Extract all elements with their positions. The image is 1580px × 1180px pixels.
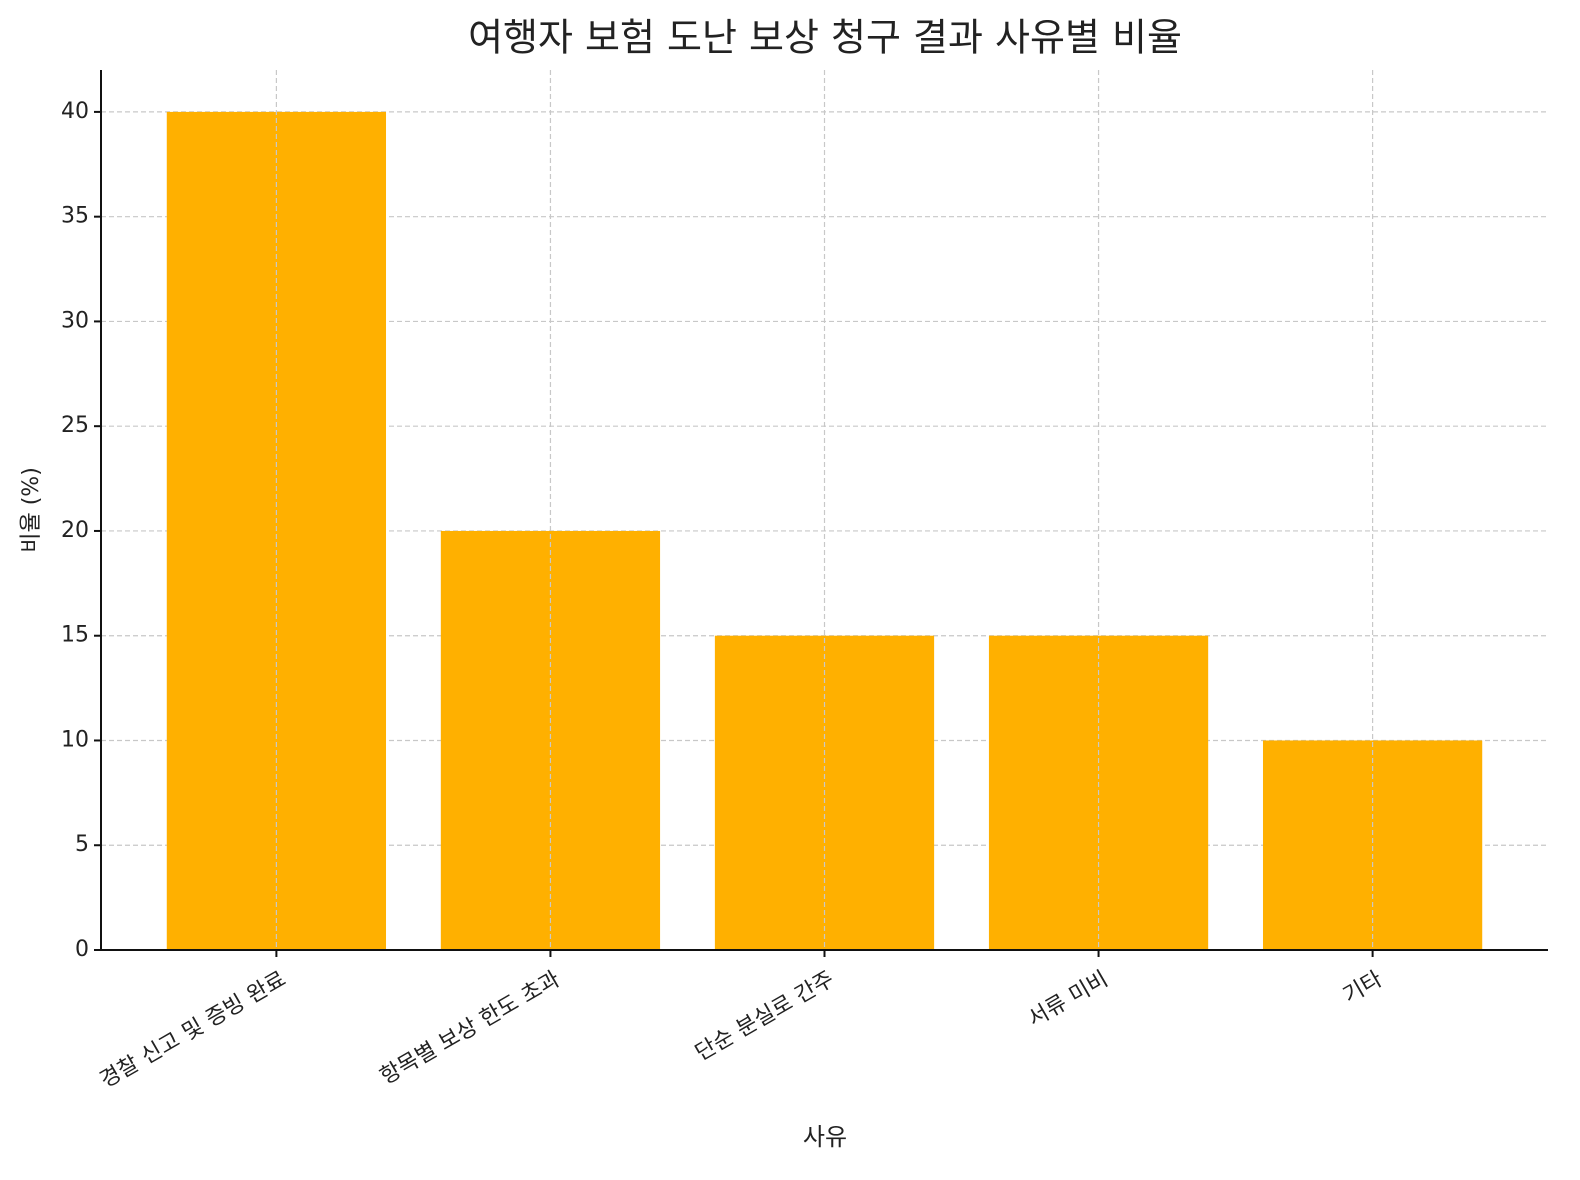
y-tick-label: 35 bbox=[61, 204, 89, 229]
y-axis-label: 비율 (%) bbox=[19, 467, 44, 553]
x-tick-label: 단순 분실로 간주 bbox=[691, 967, 838, 1066]
y-tick-label: 40 bbox=[61, 99, 89, 124]
chart-title: 여행자 보험 도난 보상 청구 결과 사유별 비율 bbox=[468, 16, 1182, 60]
y-tick-label: 5 bbox=[75, 832, 89, 857]
x-tick-label: 항목별 보상 한도 초과 bbox=[376, 967, 564, 1090]
y-tick-label: 0 bbox=[75, 937, 89, 962]
x-axis-label: 사유 bbox=[803, 1123, 847, 1151]
x-tick-label: 기타 bbox=[1339, 967, 1387, 1009]
y-tick-label: 15 bbox=[61, 623, 89, 648]
y-tick-label: 10 bbox=[61, 727, 89, 752]
y-tick-label: 30 bbox=[61, 308, 89, 333]
x-tick-label: 경찰 신고 및 증빙 완료 bbox=[96, 967, 290, 1094]
x-tick-label: 서류 미비 bbox=[1024, 967, 1113, 1033]
y-tick-label: 25 bbox=[61, 413, 89, 438]
y-tick-label: 20 bbox=[61, 518, 89, 543]
